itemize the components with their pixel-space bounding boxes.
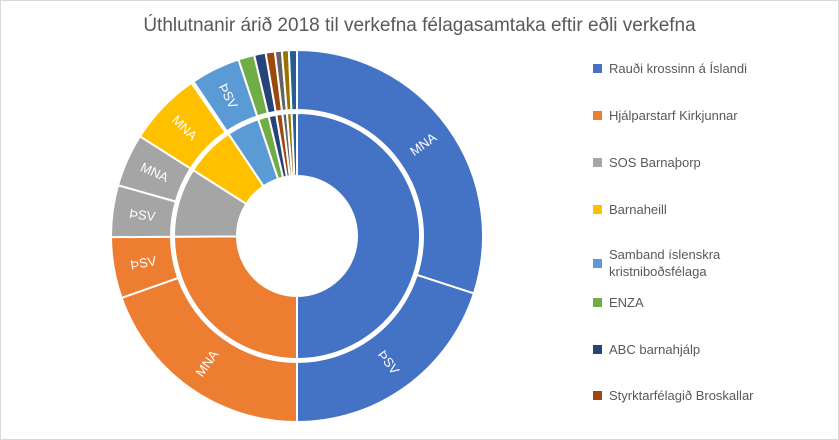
legend-swatch [593, 298, 602, 307]
legend-item: Samband íslenskra kristniboðsfélaga [593, 246, 799, 280]
legend-item: Rauði krossinn á Íslandi [593, 60, 747, 77]
legend-label: Hjálparstarf Kirkjunnar [609, 108, 738, 123]
legend-item: Hjálparstarf Kirkjunnar [593, 107, 738, 124]
legend-item: ENZA [593, 294, 644, 311]
legend-label: Styrktarfélagið Broskallar [609, 388, 754, 403]
chart-title: Úthlutnanir árið 2018 til verkefna félag… [143, 15, 696, 36]
inner-slice-10 [290, 111, 298, 178]
inner-slice-0 [296, 111, 421, 361]
legend-swatch [593, 205, 602, 214]
outer-slice-14 [287, 48, 298, 112]
outer-slice-label-4: ÞSV [129, 206, 157, 224]
legend-swatch [593, 258, 602, 268]
legend-item: SOS Barnaþorp [593, 154, 701, 171]
outer-ring [109, 48, 484, 424]
outer-slice-label-3: ÞSV [129, 253, 158, 272]
legend-swatch [593, 158, 602, 167]
legend-swatch [593, 64, 602, 73]
legend-label: SOS Barnaþorp [609, 155, 701, 170]
legend-item: Styrktarfélagið Broskallar [593, 387, 754, 404]
inner-slice-1 [172, 235, 298, 361]
legend-label: Samband íslenskra kristniboðsfélaga [609, 247, 721, 279]
legend-swatch [593, 345, 602, 354]
legend-label: ENZA [609, 295, 644, 310]
legend-swatch [593, 391, 602, 400]
legend-label: ABC barnahjálp [609, 342, 701, 357]
inner-ring [172, 111, 421, 361]
outer-slice-0 [296, 48, 484, 295]
legend-label: Barnaheill [609, 202, 667, 217]
legend-label: Rauði krossinn á Íslandi [609, 61, 748, 76]
legend-swatch [593, 111, 602, 120]
legend-item: Barnaheill [593, 201, 667, 218]
legend-item: ABC barnahjálp [593, 341, 700, 358]
